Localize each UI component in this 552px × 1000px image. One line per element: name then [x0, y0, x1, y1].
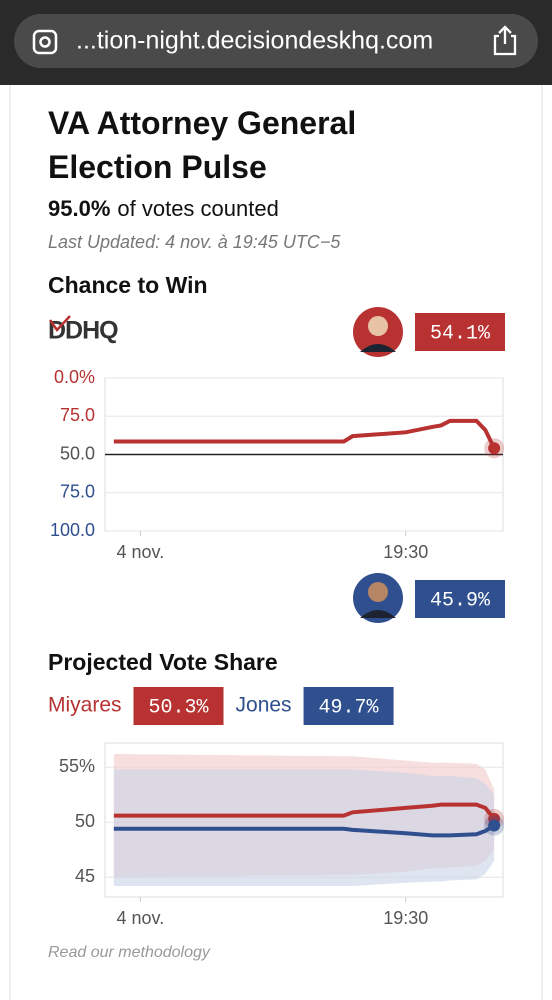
logo-check: [48, 315, 71, 332]
y-tick-label: 100.0: [50, 520, 95, 540]
legend-label: Miyares: [48, 694, 122, 717]
chart-title: Chance to Win: [48, 272, 208, 298]
site-icon: [32, 29, 58, 55]
value-badge: [303, 687, 394, 725]
logo: DDHQ: [48, 317, 118, 345]
url-pill[interactable]: [14, 14, 538, 68]
end-dot: [488, 442, 501, 455]
chart-title: Projected Vote Share: [48, 649, 278, 675]
x-tick-label: 19:30: [383, 908, 428, 928]
last-updated: Last Updated: 4 nov. à 19:45 UTC−5: [48, 232, 341, 252]
votes-label: of votes counted: [117, 196, 278, 221]
votes-counted: 95.0% of votes counted: [48, 196, 279, 221]
votes-percent: 95.0%: [48, 196, 110, 221]
line: [113, 823, 496, 838]
y-tick-label: 0.0%: [54, 367, 95, 387]
y-tick-label: 75.0: [60, 482, 95, 502]
page-title: VA Attorney General Election Pulse: [48, 105, 357, 185]
y-tick-label: 75.0: [60, 405, 95, 425]
x-tick-label: 19:30: [383, 542, 428, 562]
line: [113, 418, 496, 450]
end-dot: [488, 819, 501, 832]
legend-label: Jones: [236, 694, 292, 717]
candidate-photo: [353, 573, 403, 623]
value-badge: [415, 313, 505, 351]
y-tick-label: 45: [75, 866, 95, 886]
value-badge-label: 49.7%: [319, 696, 380, 719]
value-badge-label: 50.3%: [149, 696, 210, 719]
x-tick-label: 4 nov.: [117, 542, 165, 562]
line: [113, 802, 496, 821]
value-badge-label: 45.9%: [430, 589, 491, 612]
y-tick-label: 50.0: [60, 443, 95, 463]
x-tick-label: 4 nov.: [117, 908, 165, 928]
methodology-link[interactable]: Read our methodology: [48, 944, 211, 961]
value-badge: [415, 580, 505, 618]
plot-frame: [104, 742, 504, 898]
value-badge: [133, 687, 224, 725]
y-tick-label: 50: [75, 811, 95, 831]
share-icon[interactable]: [493, 25, 517, 56]
y-tick-label: 55%: [59, 756, 95, 776]
candidate-photo: [353, 307, 403, 357]
url[interactable]: ...tion-night.decisiondeskhq.com: [76, 27, 433, 55]
value-badge-label: 54.1%: [430, 322, 491, 345]
